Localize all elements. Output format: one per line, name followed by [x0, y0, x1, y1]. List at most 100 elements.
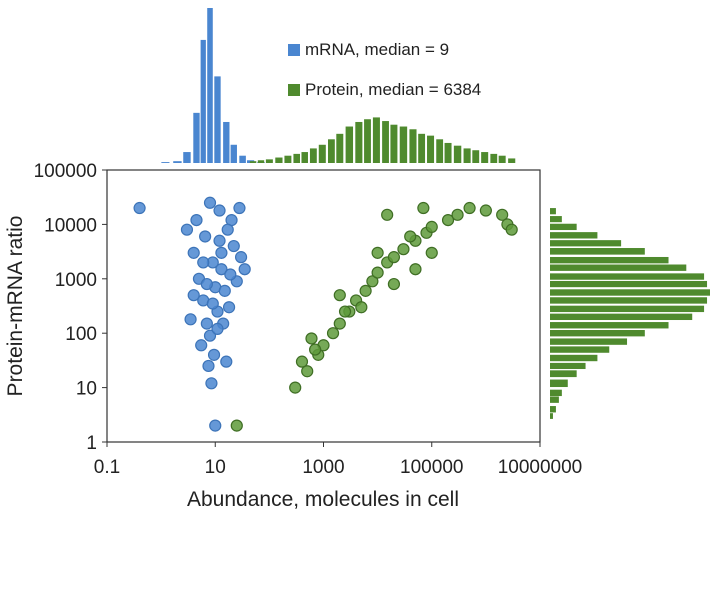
x-tick-label: 10	[205, 457, 226, 478]
protein-point	[333, 289, 346, 302]
protein-point	[425, 220, 438, 233]
mrna-point	[209, 419, 222, 432]
protein-hist-bar	[275, 157, 283, 163]
protein-hist-bar	[301, 152, 308, 163]
protein-point	[371, 246, 384, 259]
protein-hist-bar	[327, 139, 335, 163]
protein-hist-bar	[372, 117, 380, 163]
mrna-point	[190, 213, 203, 227]
protein-ratio-hist-bar	[550, 338, 628, 345]
mrna-point	[205, 377, 218, 390]
mrna-point	[187, 289, 200, 302]
mrna-point	[224, 268, 237, 281]
protein-hist-bar	[436, 139, 444, 163]
protein-point	[387, 277, 401, 291]
protein-hist-bar	[293, 153, 300, 163]
y-tick-label: 100	[65, 324, 97, 345]
protein-hist-bar	[508, 158, 516, 163]
protein-ratio-hist-bar	[550, 223, 577, 231]
protein-point	[301, 365, 314, 378]
protein-hist-bar	[463, 148, 471, 163]
mrna-point	[238, 263, 251, 276]
protein-point	[397, 243, 410, 256]
protein-point	[387, 251, 401, 264]
mrna-point	[233, 201, 246, 215]
mrna-hist-bar	[214, 76, 221, 163]
mrna-point	[220, 355, 233, 368]
mrna-point	[195, 339, 208, 352]
protein-point	[355, 301, 368, 314]
protein-hist-bar	[382, 121, 389, 163]
protein-hist-bar	[481, 152, 489, 163]
protein-point	[309, 343, 322, 356]
protein-point	[441, 213, 455, 227]
mrna-point	[203, 196, 217, 209]
mrna-point	[184, 313, 197, 326]
mrna-point	[207, 348, 221, 361]
protein-ratio-hist-bar	[550, 413, 553, 419]
protein-point	[381, 208, 394, 221]
mrna-point	[215, 263, 228, 276]
protein-hist-bar	[498, 155, 506, 163]
mrna-point	[200, 277, 213, 291]
protein-ratio-hist-bar	[550, 346, 610, 353]
mrna-point	[213, 204, 226, 217]
protein-hist-bar	[284, 155, 292, 163]
legend-swatch-mrna	[288, 44, 300, 56]
protein-ratio-hist-bar	[550, 264, 687, 271]
protein-point	[371, 266, 384, 279]
x-tick-label: 1000	[302, 457, 344, 478]
protein-ratio-hist-bar	[550, 370, 577, 378]
protein-hist-bar	[409, 129, 417, 163]
protein-point	[417, 201, 430, 215]
y-tick-label: 10	[76, 379, 97, 400]
mrna-hist-bar	[161, 162, 170, 163]
protein-ratio-hist-bar	[550, 232, 598, 239]
mrna-point	[211, 322, 224, 335]
mrna-hist-bar	[223, 121, 230, 163]
protein-hist-bar	[345, 126, 354, 163]
protein-ratio-hist-bar	[550, 379, 568, 388]
mrna-point	[213, 234, 226, 247]
y-tick-label: 1	[86, 433, 97, 454]
protein-ratio-hist-bar	[550, 297, 708, 304]
x-tick-label: 10000000	[498, 457, 583, 478]
mrna-point	[218, 284, 231, 297]
legend-label-protein: Protein, median = 6384	[305, 80, 481, 99]
protein-hist-bar	[355, 121, 363, 163]
protein-point	[366, 275, 379, 288]
protein-hist-bar	[453, 145, 462, 163]
protein-point	[326, 327, 340, 340]
mrna-point	[197, 256, 210, 269]
protein-hist-bar	[418, 133, 426, 163]
mrna-hist-bar	[207, 8, 213, 163]
protein-point	[505, 223, 518, 236]
mrna-hist-bar	[239, 155, 246, 163]
protein-point	[479, 204, 492, 217]
protein-ratio-hist-bar	[550, 330, 645, 337]
protein-ratio-hist-bar	[550, 406, 556, 413]
protein-point	[404, 230, 417, 243]
mrna-point	[200, 317, 213, 330]
protein-hist-bar	[427, 135, 435, 163]
x-tick-label: 0.1	[94, 457, 120, 478]
protein-ratio-hist-bar	[550, 289, 710, 296]
protein-hist-bar	[257, 160, 265, 163]
protein-ratio-hist-bar	[550, 322, 669, 329]
mrna-hist-bar	[193, 112, 200, 163]
protein-hist-bar	[364, 119, 371, 163]
protein-ratio-hist-bar	[550, 208, 556, 215]
mrna-point	[133, 201, 146, 215]
protein-ratio-hist-bar	[550, 362, 586, 370]
mrna-point	[187, 246, 200, 259]
x-axis-label: Abundance, molecules in cell	[187, 488, 459, 511]
protein-ratio-hist-bar	[550, 305, 705, 313]
right-histogram	[550, 208, 710, 419]
y-axis-label: Protein-mRNA ratio	[4, 216, 27, 397]
protein-hist-bar	[390, 124, 398, 163]
protein-ratio-hist-bar	[550, 216, 562, 223]
protein-ratio-hist-bar	[550, 396, 559, 403]
protein-ratio-hist-bar	[550, 256, 669, 264]
